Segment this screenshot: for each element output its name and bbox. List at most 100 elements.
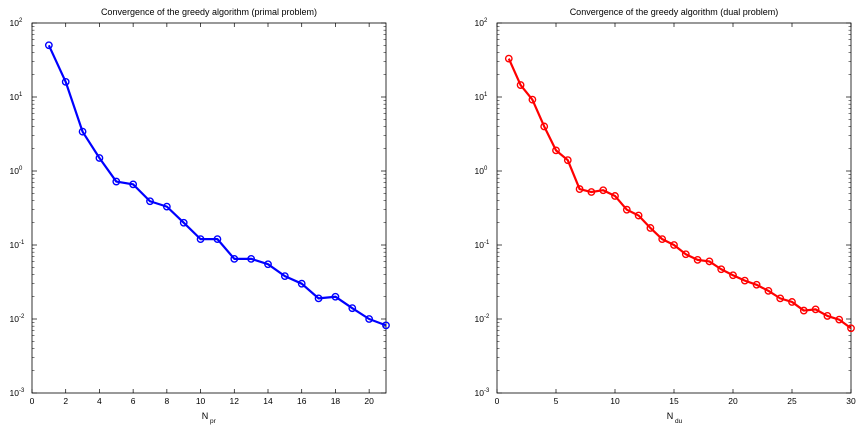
data-point [247, 254, 256, 263]
data-point [314, 294, 323, 303]
y-tick-exponent: -2 [19, 314, 25, 320]
data-point [776, 294, 785, 303]
y-tick-label: 10 [475, 314, 485, 324]
data-point [264, 260, 272, 269]
data-point [348, 304, 357, 313]
data-point [705, 257, 714, 266]
data-point [196, 235, 205, 244]
x-tick-label: 10 [196, 396, 206, 406]
y-tick-label: 10 [10, 240, 20, 250]
y-tick-exponent: 2 [19, 18, 23, 24]
data-point [646, 224, 655, 232]
x-axis-label: N [202, 411, 209, 421]
y-tick-label: 10 [10, 92, 20, 102]
x-tick-label: 25 [787, 396, 797, 406]
data-point [516, 81, 525, 89]
series-line [507, 58, 852, 330]
data-point [528, 95, 537, 104]
x-tick-label: 20 [728, 396, 738, 406]
x-tick-label: 0 [30, 396, 35, 406]
y-tick-label: 10 [475, 388, 485, 398]
data-point [280, 272, 289, 280]
y-tick-label: 10 [475, 166, 485, 176]
y-tick-exponent: 0 [484, 166, 488, 172]
y-tick-label: 10 [10, 314, 20, 324]
data-point [162, 202, 171, 211]
chart-title: Convergence of the greedy algorithm (pri… [101, 7, 317, 17]
data-point [112, 177, 121, 186]
data-point [382, 321, 390, 330]
data-point [540, 122, 549, 131]
y-tick-label: 10 [10, 166, 20, 176]
x-axis-label-subscript: du [675, 418, 683, 425]
data-point [587, 188, 596, 196]
data-point [129, 180, 138, 189]
data-point [799, 306, 808, 315]
x-tick-label: 16 [297, 396, 307, 406]
x-tick-label: 15 [669, 396, 679, 406]
data-point [811, 305, 820, 314]
data-point [575, 185, 584, 193]
y-tick-exponent: 1 [484, 92, 488, 98]
data-point [365, 315, 374, 323]
x-tick-label: 20 [364, 396, 374, 406]
data-point [611, 192, 619, 200]
data-point [552, 146, 560, 155]
x-tick-label: 10 [610, 396, 620, 406]
data-point [331, 292, 340, 301]
y-tick-label: 10 [10, 18, 20, 28]
data-point [847, 324, 855, 333]
x-tick-label: 30 [846, 396, 856, 406]
y-tick-label: 10 [475, 18, 485, 28]
data-point [504, 54, 513, 63]
x-tick-label: 5 [554, 396, 559, 406]
data-point [823, 312, 832, 320]
data-point [230, 254, 239, 263]
y-tick-exponent: -3 [19, 388, 25, 394]
y-tick-exponent: 0 [19, 166, 23, 172]
chart-title: Convergence of the greedy algorithm (dua… [570, 7, 779, 17]
data-point [179, 218, 188, 227]
y-tick-label: 10 [475, 92, 485, 102]
x-tick-label: 4 [97, 396, 102, 406]
y-tick-exponent: 1 [19, 92, 23, 98]
data-point [146, 197, 154, 206]
data-point [622, 205, 631, 214]
data-point [658, 235, 667, 244]
x-tick-label: 6 [131, 396, 136, 406]
y-tick-exponent: -1 [484, 240, 490, 246]
data-point [61, 77, 70, 86]
y-tick-exponent: -2 [484, 314, 490, 320]
data-point [78, 127, 87, 136]
data-point [729, 271, 737, 280]
data-point [835, 315, 844, 324]
data-point [44, 41, 53, 50]
series-line [47, 44, 387, 327]
plot-area [496, 22, 852, 394]
data-point [213, 235, 222, 244]
plot-area [31, 22, 387, 394]
data-point [297, 279, 306, 288]
data-point [634, 211, 643, 220]
data-point [740, 276, 749, 285]
y-tick-exponent: 2 [484, 18, 488, 24]
x-tick-label: 8 [164, 396, 169, 406]
y-tick-label: 10 [10, 388, 20, 398]
data-point [599, 186, 608, 195]
data-point [717, 265, 726, 274]
x-tick-label: 18 [331, 396, 341, 406]
y-tick-exponent: -1 [19, 240, 25, 246]
data-point [563, 156, 572, 165]
data-point [764, 286, 773, 295]
data-point [670, 241, 678, 249]
x-tick-label: 0 [495, 396, 500, 406]
x-tick-label: 2 [63, 396, 68, 406]
data-point [681, 250, 690, 259]
y-tick-label: 10 [475, 240, 485, 250]
x-axis-label-subscript: pr [210, 418, 217, 425]
chart-panel-1: Convergence of the greedy algorithm (pri… [10, 7, 390, 425]
data-point [752, 280, 761, 289]
y-tick-exponent: -3 [484, 388, 490, 394]
chart-panel-2: Convergence of the greedy algorithm (dua… [475, 7, 856, 425]
